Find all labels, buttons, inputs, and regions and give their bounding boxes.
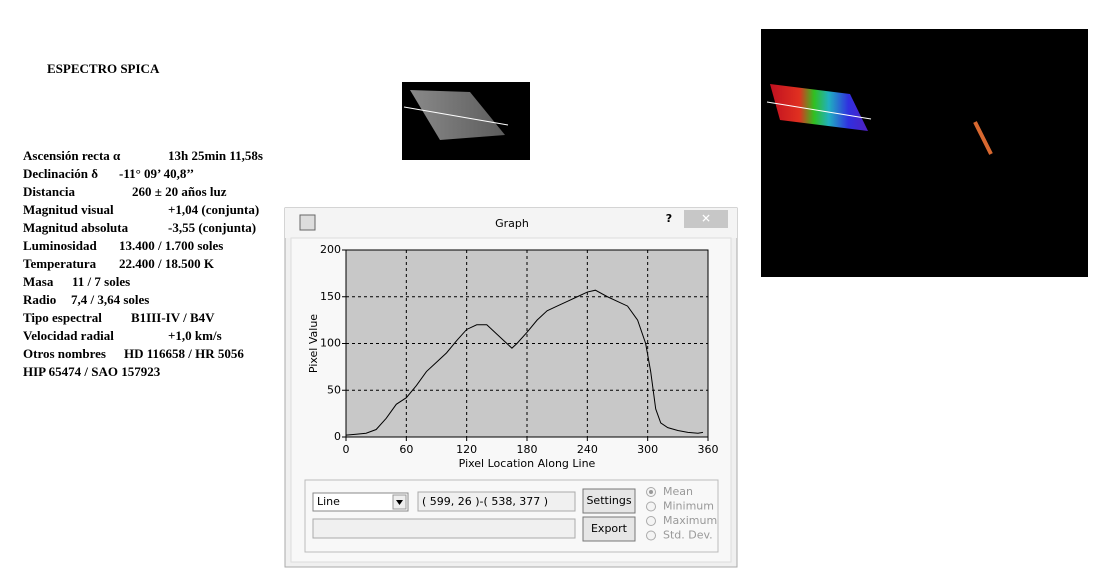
radio-label: Maximum xyxy=(663,514,717,527)
y-tick-label: 0 xyxy=(334,430,341,443)
row-value: 13.400 / 1.700 soles xyxy=(119,238,223,253)
settings-label: Settings xyxy=(586,494,631,507)
status-field xyxy=(312,518,576,539)
row-value: -3,55 (conjunta) xyxy=(168,220,256,235)
row-label: Distancia xyxy=(23,184,76,199)
radio-label: Std. Dev. xyxy=(663,529,713,542)
x-axis-label: Pixel Location Along Line xyxy=(459,457,596,470)
color-spectrum-image xyxy=(761,29,1088,277)
coords-field xyxy=(417,491,576,512)
x-tick-label: 360 xyxy=(698,443,719,456)
row-label: Tipo espectral xyxy=(23,310,102,325)
x-tick-label: 60 xyxy=(399,443,413,456)
controls-box xyxy=(304,479,719,553)
radio[interactable] xyxy=(646,501,656,512)
x-tick-label: 120 xyxy=(456,443,477,456)
radio-label: Mean xyxy=(663,485,693,498)
streak xyxy=(973,121,993,155)
row-value: +1,0 km/s xyxy=(168,328,222,343)
row-label: Velocidad radial xyxy=(23,328,114,343)
help-button[interactable]: ? xyxy=(666,212,672,225)
radio-dot xyxy=(649,490,653,494)
row-value: 13h 25min 11,58s xyxy=(168,148,263,163)
x-tick-label: 240 xyxy=(577,443,598,456)
y-tick-label: 200 xyxy=(320,243,341,256)
settings-button[interactable] xyxy=(582,488,636,514)
x-tick-label: 300 xyxy=(637,443,658,456)
profile-line xyxy=(766,101,872,120)
profile-line xyxy=(345,289,704,436)
row-label: Magnitud absoluta xyxy=(23,220,129,235)
doc-title: ESPECTRO SPICA xyxy=(47,61,160,76)
row-value: 11 / 7 soles xyxy=(72,274,130,289)
row-value: +1,04 (conjunta) xyxy=(168,202,259,217)
row-value: 260 ± 20 años luz xyxy=(132,184,227,199)
export-label: Export xyxy=(591,522,628,535)
profile-line xyxy=(403,106,509,126)
row-value: 22.400 / 18.500 K xyxy=(119,256,215,271)
row-label: Declinación δ xyxy=(23,166,98,181)
row-label: Magnitud visual xyxy=(23,202,114,217)
row-label: Radio xyxy=(23,292,56,307)
export-button[interactable] xyxy=(582,516,636,542)
gray-spectrum xyxy=(410,90,505,140)
color-spectrum xyxy=(770,84,868,131)
row-label: Luminosidad xyxy=(23,238,97,253)
x-tick-label: 180 xyxy=(517,443,538,456)
y-axis-label: Pixel Value xyxy=(307,314,320,373)
radio[interactable] xyxy=(646,530,656,541)
row-value: 7,4 / 3,64 soles xyxy=(71,292,149,307)
title-bar xyxy=(285,208,737,238)
close-glyph: ✕ xyxy=(701,212,711,226)
dropdown-value: Line xyxy=(317,495,340,508)
radio[interactable] xyxy=(646,516,656,526)
y-tick-label: 150 xyxy=(320,290,341,303)
row-label: Temperatura xyxy=(23,256,97,271)
coords: ( 599, 26 )-( 538, 377 ) xyxy=(422,495,548,508)
row-value: B1III-IV / B4V xyxy=(131,310,215,325)
doc-rows: Ascensión recta α 13h 25min 11,58s Declina… xyxy=(23,148,263,379)
row-label: Ascensión recta α xyxy=(23,148,121,163)
radio-label: Minimum xyxy=(663,500,714,513)
arrow xyxy=(396,500,403,505)
row-label: Masa xyxy=(23,274,54,289)
window-title: Graph xyxy=(495,217,529,230)
y-tick-label: 50 xyxy=(327,383,341,396)
row-value: -11° 09’ 40,8’’ xyxy=(119,166,194,181)
row-label: HIP 65474 / SAO 157923 xyxy=(23,364,161,379)
row-value: HD 116658 / HR 5056 xyxy=(124,346,244,361)
row-label: Otros nombres xyxy=(23,346,106,361)
x-tick-label: 0 xyxy=(343,443,350,456)
chart: 0 50 100 150 200 0 60 120 180 240 300 360 Pixel Loca… xyxy=(307,243,719,470)
close-button[interactable] xyxy=(684,210,728,228)
y-tick-label: 100 xyxy=(320,337,341,350)
window-icon xyxy=(299,214,316,231)
dropdown[interactable] xyxy=(312,492,409,512)
